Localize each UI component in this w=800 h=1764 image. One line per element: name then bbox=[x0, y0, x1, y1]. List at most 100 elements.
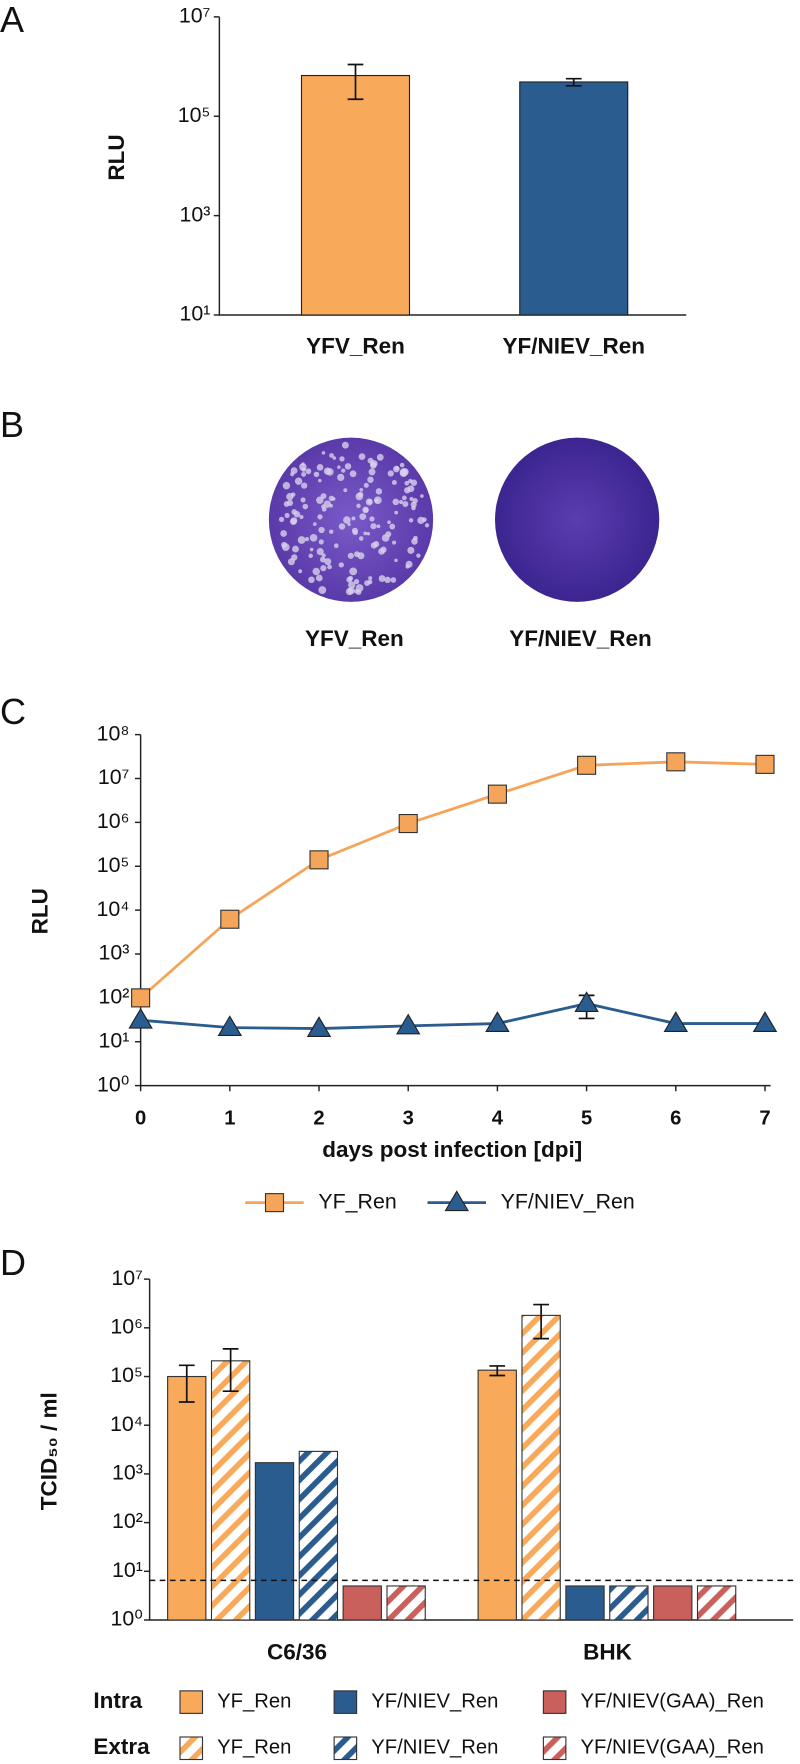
plaque bbox=[344, 463, 352, 470]
plaque bbox=[333, 543, 339, 549]
plaque bbox=[299, 514, 304, 520]
plaque bbox=[315, 574, 323, 582]
plaque bbox=[302, 503, 309, 510]
marker bbox=[752, 1011, 778, 1032]
plaque bbox=[321, 553, 326, 558]
plaques bbox=[278, 441, 430, 596]
error-bar bbox=[565, 77, 582, 87]
plaque bbox=[290, 492, 296, 497]
line bbox=[139, 760, 766, 999]
legend-label: YF_Ren bbox=[318, 1189, 396, 1213]
plaque bbox=[329, 504, 333, 508]
error-bar bbox=[178, 1364, 195, 1403]
x-tick-label: 4 bbox=[492, 1108, 504, 1130]
plaque bbox=[317, 514, 323, 520]
legend-swatch bbox=[333, 1690, 358, 1714]
bar bbox=[609, 1585, 649, 1621]
plaque bbox=[358, 453, 366, 460]
plaque bbox=[392, 498, 400, 506]
bar bbox=[477, 1369, 517, 1621]
x-tick-label: YF/NIEV_Ren bbox=[502, 334, 645, 359]
plaque bbox=[380, 546, 387, 553]
plaque bbox=[300, 497, 306, 503]
plaque bbox=[381, 534, 390, 542]
marker bbox=[309, 850, 329, 870]
y-tick-label: 10³ bbox=[99, 941, 130, 965]
y-tick-label: 10⁵ bbox=[97, 853, 130, 877]
plaque bbox=[318, 526, 325, 534]
plaque bbox=[290, 467, 298, 475]
bar bbox=[342, 1585, 382, 1621]
marker bbox=[306, 1016, 332, 1037]
plaque bbox=[312, 567, 321, 576]
bar bbox=[298, 1450, 339, 1621]
y-tick-label: 10³ bbox=[180, 202, 211, 226]
plaque bbox=[324, 558, 332, 566]
plaque bbox=[402, 500, 409, 507]
plaque bbox=[409, 496, 414, 502]
plaque bbox=[345, 587, 354, 596]
bar bbox=[300, 74, 411, 316]
plaque bbox=[304, 537, 310, 542]
error-bar bbox=[222, 1348, 239, 1393]
x-tick-label: 5 bbox=[581, 1108, 592, 1130]
plaque bbox=[284, 512, 290, 518]
plaque bbox=[353, 578, 360, 585]
plaque bbox=[362, 506, 369, 514]
plaque bbox=[420, 494, 424, 498]
legend-marker bbox=[444, 1190, 469, 1212]
marker bbox=[217, 1015, 243, 1037]
x-tick-label: 7 bbox=[759, 1108, 770, 1130]
plaque bbox=[410, 501, 417, 508]
plaque bbox=[349, 470, 357, 478]
legend-label: YF/NIEV_Ren bbox=[501, 1189, 635, 1213]
plaque bbox=[301, 471, 307, 477]
y-tick-label: 10⁸ bbox=[97, 721, 130, 745]
plaque bbox=[392, 540, 397, 545]
plaque bbox=[337, 465, 341, 469]
error-bar bbox=[533, 1303, 549, 1340]
plaque bbox=[376, 524, 381, 529]
plaque bbox=[347, 552, 354, 559]
panel-label: C bbox=[0, 691, 26, 732]
plaque bbox=[321, 451, 326, 455]
plaque bbox=[389, 523, 396, 530]
y-tick-label: 10⁰ bbox=[111, 1607, 143, 1631]
legend-label: YF/NIEV_Ren bbox=[371, 1737, 498, 1759]
plaque bbox=[368, 468, 376, 476]
bar bbox=[167, 1375, 207, 1621]
y-tick-label: 10⁵ bbox=[178, 103, 211, 127]
panel-label: A bbox=[0, 0, 24, 40]
plaque bbox=[375, 488, 383, 495]
plaque bbox=[320, 565, 327, 572]
plaque bbox=[367, 476, 374, 483]
plaque bbox=[292, 545, 299, 553]
plaque bbox=[373, 541, 380, 548]
plaque bbox=[399, 462, 405, 468]
plaque bbox=[374, 498, 379, 503]
plaque bbox=[331, 497, 336, 501]
plaque bbox=[394, 558, 398, 563]
y-tick-label: 10⁷ bbox=[111, 1266, 143, 1290]
plaque bbox=[359, 487, 364, 492]
plaque bbox=[313, 522, 317, 526]
plaque bbox=[323, 467, 332, 475]
bar bbox=[519, 81, 629, 316]
legend-label: YF/NIEV_Ren bbox=[371, 1690, 498, 1712]
plaque bbox=[363, 531, 368, 536]
plaque bbox=[417, 516, 425, 525]
plaque bbox=[281, 541, 288, 548]
plaque bbox=[338, 523, 346, 530]
legend-row-label: Intra bbox=[93, 1688, 142, 1713]
marker bbox=[128, 1007, 153, 1029]
plaque bbox=[408, 478, 413, 484]
plaque-caption: YFV_Ren bbox=[305, 626, 404, 651]
plaque bbox=[390, 577, 397, 583]
plaque bbox=[343, 488, 348, 493]
marker bbox=[663, 1011, 689, 1032]
bar bbox=[386, 1585, 426, 1621]
legend-marker bbox=[264, 1193, 285, 1213]
line bbox=[140, 1002, 765, 1030]
plaque bbox=[337, 473, 345, 482]
